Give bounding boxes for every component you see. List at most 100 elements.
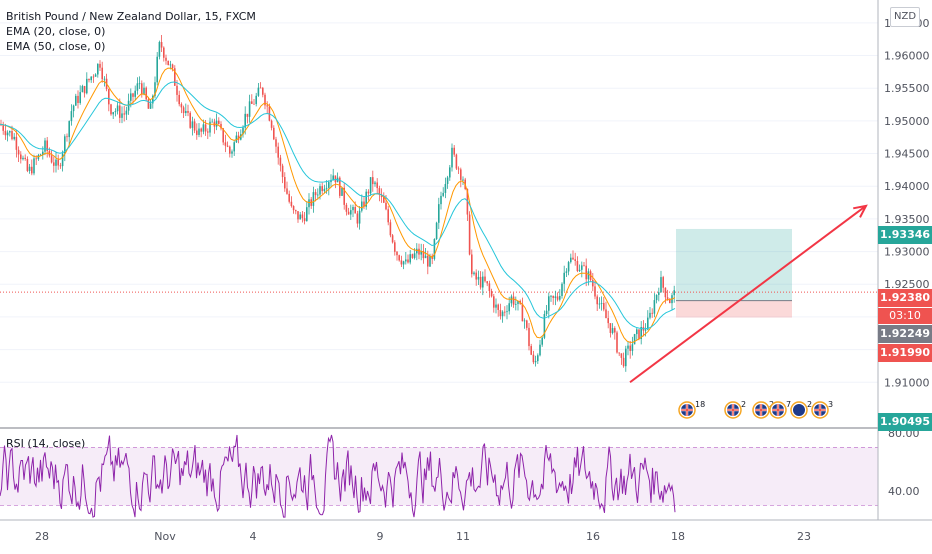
candle-body	[530, 346, 532, 355]
candle-body	[655, 294, 658, 301]
nz-flag-icon[interactable]: 2	[790, 400, 812, 419]
economic-events[interactable]: 1822723	[678, 400, 833, 419]
candle-body	[510, 296, 513, 304]
candle	[499, 303, 502, 320]
candle	[451, 143, 453, 172]
candle-body	[154, 82, 156, 96]
candle	[526, 319, 528, 331]
candle-body	[515, 303, 517, 305]
candle-body	[160, 42, 163, 48]
candle-body	[352, 206, 354, 211]
currency-button[interactable]: NZD	[890, 7, 920, 27]
candle-body	[508, 303, 510, 312]
candle-body	[490, 291, 493, 297]
candle	[125, 106, 128, 121]
candle-body	[389, 222, 392, 236]
drawings[interactable]	[629, 204, 868, 384]
candle-body	[369, 177, 372, 194]
trend-arrow-head[interactable]	[853, 204, 868, 218]
uk-flag-icon[interactable]: 2	[724, 400, 746, 419]
candle	[209, 117, 211, 137]
trend-arrow-line[interactable]	[629, 205, 867, 384]
instrument-title[interactable]: British Pound / New Zealand Dollar, 15, …	[6, 10, 256, 23]
candle-body	[664, 287, 667, 298]
candle	[609, 323, 612, 338]
candle	[512, 292, 515, 308]
candle	[433, 238, 436, 261]
candle-body	[442, 192, 444, 196]
candle	[603, 297, 605, 312]
uk-flag-icon[interactable]: 18	[678, 400, 705, 419]
candle-body	[484, 276, 486, 282]
candle-body	[387, 209, 389, 223]
candle	[297, 211, 299, 223]
candle	[541, 336, 543, 347]
candle-body	[22, 157, 24, 160]
candle-body	[246, 113, 249, 117]
candle-body	[416, 248, 418, 254]
price-tick-label: 1.95000	[884, 115, 930, 128]
candle-body	[116, 105, 119, 112]
uk-flag-icon[interactable]: 7	[769, 400, 791, 419]
candle-body	[169, 64, 172, 66]
candle-body	[125, 110, 128, 115]
candle-body	[396, 251, 398, 256]
candle	[158, 40, 161, 60]
candle-body	[204, 124, 207, 132]
candle	[77, 90, 79, 109]
candle	[631, 336, 634, 356]
candle-body	[559, 295, 561, 300]
candle	[81, 84, 84, 93]
candle	[237, 131, 240, 144]
candle-body	[528, 327, 530, 347]
candle	[374, 180, 376, 187]
candle	[614, 326, 616, 340]
candle-body	[231, 151, 233, 154]
candle	[660, 270, 662, 293]
candle	[193, 118, 196, 134]
candle	[339, 176, 341, 199]
candle-body	[587, 271, 590, 280]
profit-zone[interactable]	[676, 228, 792, 301]
rsi-legend[interactable]: RSI (14, close)	[6, 437, 86, 450]
candle	[409, 250, 411, 265]
candle-body	[482, 276, 484, 288]
candle	[620, 353, 623, 365]
candle	[495, 298, 497, 314]
candle-body	[460, 169, 462, 180]
candle	[86, 72, 88, 95]
candle	[90, 76, 92, 83]
candle-body	[257, 87, 260, 96]
candle-body	[501, 311, 504, 317]
uk-flag-icon[interactable]: 2	[752, 400, 774, 419]
candle-body	[666, 297, 669, 300]
uk-flag-icon[interactable]: 3	[811, 400, 833, 419]
candle-body	[24, 157, 26, 159]
candle	[446, 175, 449, 189]
long-position-tool[interactable]	[0, 228, 878, 318]
candle	[277, 142, 279, 165]
candle-body	[319, 186, 321, 195]
candle	[633, 333, 636, 345]
candle-body	[103, 78, 106, 80]
candle-body	[17, 149, 20, 155]
candle	[196, 123, 198, 140]
loss-zone[interactable]	[676, 300, 792, 318]
candle-body	[444, 183, 447, 193]
candle	[198, 123, 200, 138]
candle-body	[471, 254, 473, 275]
candle-body	[468, 214, 471, 255]
ema20-legend[interactable]: EMA (20, close, 0)	[6, 25, 106, 38]
candle-body	[339, 177, 341, 196]
candle-body	[176, 85, 178, 95]
entry-price-tag: 1.92249	[878, 325, 932, 343]
candle	[26, 156, 29, 173]
candle-body	[583, 265, 585, 267]
candle-body	[270, 120, 273, 128]
candle-body	[253, 103, 255, 105]
candle-body	[493, 296, 495, 308]
ema50-legend[interactable]: EMA (50, close, 0)	[6, 40, 106, 53]
candle	[442, 187, 444, 198]
